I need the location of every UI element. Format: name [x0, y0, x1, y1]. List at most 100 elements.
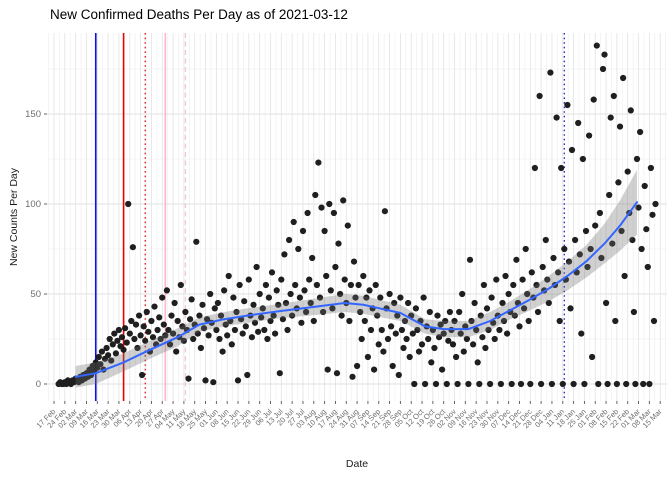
data-point: [456, 308, 463, 316]
data-point: [533, 281, 540, 289]
data-point: [109, 341, 116, 348]
data-point: [143, 308, 150, 316]
data-point: [521, 305, 528, 312]
data-point: [482, 344, 489, 352]
data-point: [606, 191, 613, 199]
data-point: [451, 317, 458, 325]
data-point: [253, 263, 260, 271]
data-point: [604, 380, 611, 388]
data-point: [487, 380, 494, 388]
data-point: [466, 256, 474, 263]
data-point: [97, 361, 104, 368]
data-point: [262, 281, 269, 289]
data-point: [575, 119, 582, 127]
data-point: [290, 218, 297, 226]
data-point: [255, 328, 262, 335]
data-point: [214, 299, 221, 307]
data-point: [182, 308, 189, 316]
data-point: [292, 281, 299, 289]
data-point: [510, 281, 517, 289]
data-point: [534, 308, 542, 316]
data-point: [323, 272, 330, 280]
data-point: [377, 294, 384, 301]
data-point: [630, 308, 638, 316]
data-point: [544, 276, 551, 283]
data-point: [131, 335, 138, 343]
data-point: [327, 287, 334, 294]
scatter-points: [55, 42, 659, 388]
data-point: [233, 308, 240, 316]
data-point: [170, 330, 177, 337]
data-point: [196, 312, 203, 319]
data-point: [126, 330, 133, 337]
data-point: [471, 299, 478, 307]
data-point: [241, 298, 248, 305]
data-point: [616, 123, 624, 130]
y-tick-label: 0: [36, 379, 41, 390]
smooth-trend-line: [74, 201, 638, 378]
data-point: [157, 335, 164, 343]
data-point: [633, 155, 641, 163]
data-point: [555, 269, 562, 276]
data-point: [278, 276, 285, 283]
data-point: [304, 209, 311, 217]
data-point: [553, 114, 560, 121]
data-point: [593, 42, 600, 49]
data-point: [347, 281, 354, 289]
data-point: [363, 294, 370, 301]
data-point: [352, 294, 359, 301]
data-point: [403, 335, 410, 343]
data-point: [586, 132, 593, 139]
data-point: [335, 240, 342, 247]
data-point: [248, 334, 255, 341]
data-point: [411, 380, 418, 388]
data-point: [405, 299, 412, 307]
data-point: [409, 330, 416, 337]
data-point: [112, 350, 119, 357]
data-point: [225, 272, 232, 280]
data-point: [310, 317, 317, 325]
data-point: [434, 312, 441, 319]
data-point: [329, 305, 336, 312]
data-point: [281, 251, 288, 258]
y-axis-title: New Counts Per Day: [8, 167, 20, 267]
data-point: [207, 290, 214, 298]
data-point: [168, 312, 175, 319]
data-point: [392, 330, 399, 337]
data-point: [525, 317, 532, 325]
data-point: [140, 323, 147, 330]
data-point: [120, 346, 127, 353]
data-point: [391, 299, 398, 307]
data-point: [420, 294, 427, 301]
data-point: [346, 317, 353, 325]
data-point: [414, 326, 421, 334]
data-point: [103, 344, 110, 352]
data-point: [296, 294, 303, 301]
data-point: [114, 337, 121, 344]
data-point: [307, 299, 314, 307]
data-point: [349, 373, 356, 380]
data-point: [306, 276, 313, 283]
data-point: [613, 380, 621, 388]
data-point: [561, 245, 568, 253]
data-point: [200, 325, 208, 332]
data-point: [384, 335, 392, 343]
data-point: [629, 236, 636, 244]
data-point: [499, 299, 506, 307]
data-point: [453, 353, 460, 361]
data-point: [516, 323, 523, 330]
data-point: [621, 272, 628, 280]
data-point: [287, 290, 294, 298]
data-point: [443, 380, 450, 388]
data-point: [545, 299, 552, 307]
data-point: [324, 366, 331, 373]
data-point: [582, 227, 590, 235]
data-point: [632, 380, 639, 388]
data-point: [425, 335, 432, 343]
data-point: [454, 380, 461, 388]
data-point: [397, 294, 404, 301]
data-point: [267, 317, 274, 325]
data-point: [270, 312, 277, 319]
data-point: [259, 305, 266, 312]
